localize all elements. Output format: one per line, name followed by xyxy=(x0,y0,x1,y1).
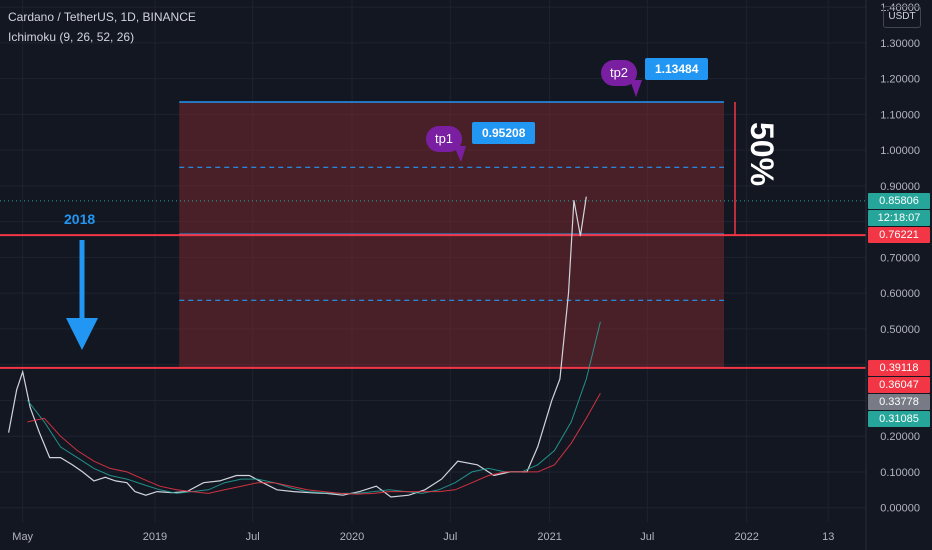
horizontal-levels xyxy=(0,166,866,369)
x-tick-label: 2021 xyxy=(537,531,561,543)
tp1-bubble-tail xyxy=(454,146,466,162)
x-tick-label: Jul xyxy=(246,531,260,543)
annotations-drawing xyxy=(66,80,736,350)
down-arrow-head xyxy=(66,318,98,350)
series-line-cloud-b xyxy=(27,393,601,495)
x-tick-label: 13 xyxy=(822,531,834,543)
price-label: 12:18:07 xyxy=(868,209,930,226)
price-label: 0.39118 xyxy=(868,359,930,376)
y-tick-label: 1.20000 xyxy=(880,74,920,86)
y-tick-label: 0.10000 xyxy=(880,467,920,479)
tp2-value: 1.13484 xyxy=(645,58,709,80)
y-tick-label: 0.90000 xyxy=(880,181,920,193)
tp1-bubble: tp1 xyxy=(426,126,462,152)
price-label: 0.76221 xyxy=(868,227,930,244)
y-tick-label: 1.00000 xyxy=(880,145,920,157)
y-tick-label: 0.00000 xyxy=(880,503,920,515)
series-group xyxy=(8,196,601,498)
y-tick-label: 0.50000 xyxy=(880,324,920,336)
price-label: 0.36047 xyxy=(868,376,930,393)
y-tick-label: 0.20000 xyxy=(880,431,920,443)
x-tick-label: 2022 xyxy=(734,531,758,543)
tp2-bubble-tail xyxy=(630,80,642,97)
tp2-bubble: tp2 xyxy=(601,60,637,86)
percent-label: 50% xyxy=(744,122,780,187)
x-tick-label: 2020 xyxy=(340,531,364,543)
x-tick-label: 2019 xyxy=(143,531,167,543)
year-label: 2018 xyxy=(64,211,96,227)
y-tick-label: 1.40000 xyxy=(880,2,920,14)
y-tick-label: 0.70000 xyxy=(880,252,920,264)
x-tick-label: Jul xyxy=(640,531,654,543)
x-tick-label: May xyxy=(12,531,33,543)
y-tick-label: 0.60000 xyxy=(880,288,920,300)
x-tick-label: Jul xyxy=(443,531,457,543)
price-label: 0.33778 xyxy=(868,393,930,410)
price-label: 0.31085 xyxy=(868,410,930,427)
y-tick-label: 1.10000 xyxy=(880,109,920,121)
currency-button[interactable]: USDT xyxy=(883,6,921,28)
y-tick-label: 1.30000 xyxy=(880,38,920,50)
indicator-label: Ichimoku (9, 26, 52, 26) xyxy=(8,30,135,44)
tp1-value: 0.95208 xyxy=(472,122,536,144)
price-label: 0.85806 xyxy=(868,192,930,209)
chart-title: Cardano / TetherUS, 1D, BINANCE xyxy=(8,10,196,24)
